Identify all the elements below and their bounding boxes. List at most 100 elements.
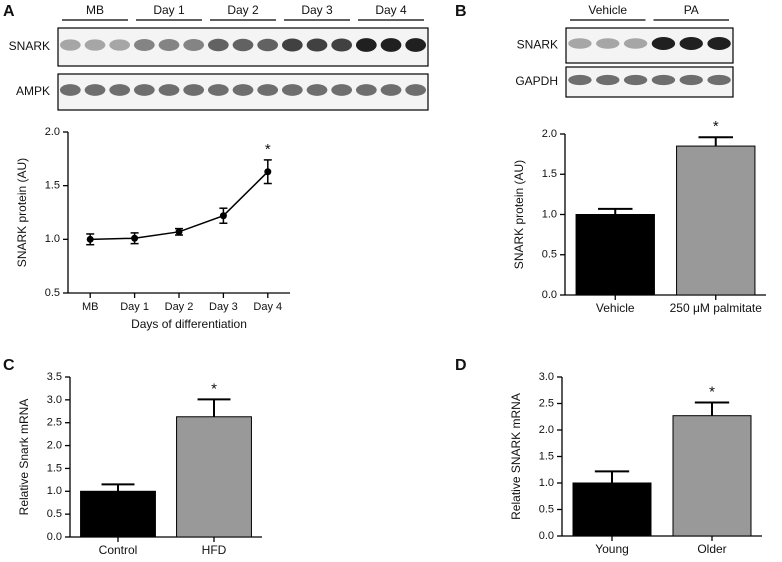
y-tick-label: 0.5 <box>542 249 557 261</box>
blot-band <box>306 38 328 52</box>
bar <box>176 416 252 538</box>
blot-band <box>133 39 155 51</box>
lane-label: Day 4 <box>375 3 407 17</box>
blot-band <box>707 74 731 86</box>
blot-band <box>623 74 648 86</box>
blot-band <box>355 38 377 52</box>
panel-letter: C <box>3 357 15 374</box>
blot-band <box>133 84 155 96</box>
blot-frame <box>565 27 734 64</box>
blot-band <box>405 84 427 96</box>
y-tick-label: 1.0 <box>542 208 557 220</box>
y-tick-label: 0.0 <box>542 289 557 301</box>
panel-letter: B <box>455 3 467 20</box>
blot-band <box>331 38 353 52</box>
blot-band <box>355 84 377 96</box>
blot-band <box>158 84 180 96</box>
x-tick-label: Day 1 <box>120 301 149 313</box>
blot-band <box>679 74 703 86</box>
blot-band <box>232 38 254 52</box>
y-tick-label: 3.0 <box>539 371 554 383</box>
x-tick-label: MB <box>82 301 99 313</box>
blot-band <box>568 38 592 49</box>
x-tick-label: 250 μM palmitate <box>670 301 763 315</box>
blot-band <box>207 84 229 96</box>
y-tick-label: 1.0 <box>45 233 60 245</box>
blot-band <box>183 39 205 51</box>
y-tick-label: 1.0 <box>539 477 554 489</box>
significance-mark: * <box>709 383 715 400</box>
blot-band <box>59 84 81 96</box>
lane-label: MB <box>86 3 104 17</box>
blot-band <box>59 39 81 51</box>
panel-letter: A <box>3 3 15 20</box>
x-tick-label: Day 4 <box>253 301 282 313</box>
point <box>219 212 227 220</box>
y-tick-label: 2.0 <box>47 439 62 451</box>
bar <box>572 482 652 537</box>
point <box>175 228 183 236</box>
y-tick-label: 0.0 <box>539 530 554 542</box>
significance-mark: * <box>713 118 719 135</box>
blot-band <box>84 39 106 51</box>
blot-frame <box>565 66 734 98</box>
blot-band <box>623 38 648 49</box>
blot-band <box>405 38 427 52</box>
y-tick-label: 0.0 <box>47 531 62 543</box>
blot-band <box>568 74 592 86</box>
y-tick-label: 2.5 <box>47 417 62 429</box>
y-tick-label: 1.0 <box>47 485 62 497</box>
blot-band <box>380 84 402 96</box>
y-tick-label: 2.5 <box>539 397 554 409</box>
row-label: SNARK <box>517 38 558 52</box>
blot-band <box>281 38 303 52</box>
blot-band <box>651 37 676 50</box>
y-tick-label: 2.0 <box>539 424 554 436</box>
blot-band <box>232 84 254 96</box>
x-tick-label: Young <box>595 542 629 556</box>
x-tick-label: Older <box>697 542 726 556</box>
x-axis-label: Days of differentiation <box>131 317 247 331</box>
blot-band <box>596 38 620 49</box>
blot-band <box>707 37 731 50</box>
lane-label: Day 1 <box>153 3 185 17</box>
blot-band <box>306 84 328 96</box>
y-tick-label: 0.5 <box>539 503 554 515</box>
blot-band <box>651 74 676 86</box>
significance-mark: * <box>211 380 217 397</box>
blot-band <box>679 37 703 50</box>
y-tick-label: 2.0 <box>542 128 557 140</box>
blot-band <box>380 38 402 52</box>
y-tick-label: 1.5 <box>47 462 62 474</box>
lane-label: Vehicle <box>588 3 627 17</box>
blot-band <box>596 74 620 86</box>
blot-band <box>281 84 303 96</box>
x-tick-label: Vehicle <box>596 301 635 315</box>
blot-band <box>207 38 229 52</box>
point <box>264 168 272 176</box>
y-tick-label: 1.5 <box>45 180 60 192</box>
lane-label: PA <box>684 3 699 17</box>
x-tick-label: HFD <box>202 543 227 557</box>
panel-letter: D <box>455 357 467 374</box>
y-tick-label: 0.5 <box>45 287 60 299</box>
row-label: SNARK <box>9 39 50 53</box>
lane-label: Day 3 <box>301 3 333 17</box>
point <box>131 234 139 242</box>
point <box>86 235 94 243</box>
blot-band <box>331 84 353 96</box>
y-axis-label: Relative SNARK mRNA <box>509 393 523 520</box>
y-tick-label: 1.5 <box>539 450 554 462</box>
y-tick-label: 3.0 <box>47 394 62 406</box>
row-label: AMPK <box>16 84 50 98</box>
blot-band <box>183 84 205 96</box>
y-axis-label: SNARK protein (AU) <box>512 160 526 269</box>
row-label: GAPDH <box>515 74 558 88</box>
x-tick-label: Day 3 <box>209 301 238 313</box>
x-tick-label: Control <box>99 543 138 557</box>
x-tick-label: Day 2 <box>165 301 194 313</box>
y-axis-label: Relative Snark mRNA <box>17 399 31 516</box>
blot-band <box>257 84 279 96</box>
y-axis-label: SNARK protein (AU) <box>15 158 29 267</box>
